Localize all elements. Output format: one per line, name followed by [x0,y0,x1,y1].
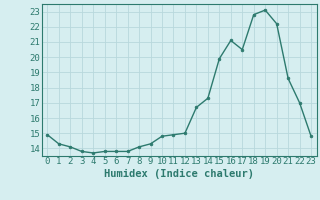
X-axis label: Humidex (Indice chaleur): Humidex (Indice chaleur) [104,169,254,179]
